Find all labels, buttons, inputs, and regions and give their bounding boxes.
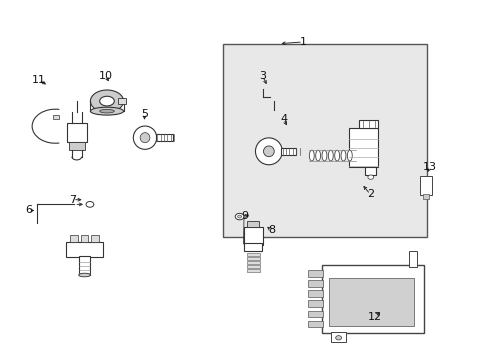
Bar [246,265,259,268]
Bar [365,167,375,175]
Bar [69,141,84,149]
Bar [247,221,259,227]
Circle shape [335,336,341,340]
Bar [243,227,263,244]
Circle shape [235,213,244,220]
Text: 6: 6 [25,206,32,216]
Text: 12: 12 [367,312,382,322]
Ellipse shape [90,90,123,112]
Bar [156,134,172,141]
Text: 5: 5 [141,109,148,119]
Text: 8: 8 [267,225,274,235]
Text: 13: 13 [422,162,436,172]
Ellipse shape [334,150,339,161]
Bar [321,265,423,333]
Bar [246,257,259,260]
Bar [422,194,428,199]
Bar [246,261,259,264]
Bar [307,301,322,307]
Bar [79,256,90,275]
Ellipse shape [309,150,314,161]
Ellipse shape [79,273,90,277]
Ellipse shape [140,133,150,143]
Bar [330,332,345,342]
Bar [222,44,427,237]
Bar [408,251,416,267]
Bar [419,176,431,195]
Circle shape [367,175,373,179]
Bar [66,242,103,257]
Bar [307,280,322,287]
Bar [307,311,322,317]
Bar [81,235,88,242]
Ellipse shape [263,146,274,157]
Bar [281,148,295,155]
Ellipse shape [340,150,345,161]
Ellipse shape [90,107,123,115]
Text: 2: 2 [366,189,373,199]
Ellipse shape [322,150,326,161]
Ellipse shape [346,150,351,161]
Bar [358,120,377,128]
Ellipse shape [328,150,332,161]
Circle shape [237,215,241,218]
Bar [307,291,322,297]
Bar [70,235,78,242]
Ellipse shape [255,138,282,165]
Ellipse shape [133,126,157,149]
Bar [118,98,126,104]
Bar [307,270,322,277]
Ellipse shape [100,109,114,113]
Bar [246,269,259,272]
Text: 1: 1 [299,37,306,47]
Text: 9: 9 [241,211,247,221]
Bar [91,235,99,242]
Bar [244,243,262,251]
Bar [67,123,87,142]
Ellipse shape [100,96,114,106]
Bar [348,128,377,167]
Ellipse shape [315,150,320,161]
Bar [307,320,322,327]
Bar [328,278,413,326]
Text: 7: 7 [69,195,76,205]
Text: 4: 4 [279,114,286,124]
Circle shape [86,202,94,207]
Text: 11: 11 [32,75,46,85]
Bar [53,115,59,119]
Text: 3: 3 [259,71,265,81]
Text: 10: 10 [98,71,112,81]
Bar [246,253,259,256]
